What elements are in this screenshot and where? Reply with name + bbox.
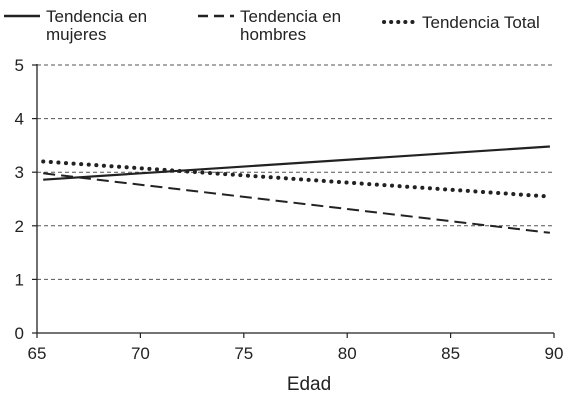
legend-item-mujeres: Tendencia en mujeres <box>2 8 177 44</box>
y-tick-label-0: 0 <box>15 324 24 343</box>
legend-item-hombres: Tendencia en hombres <box>196 8 368 44</box>
series-line-total <box>41 159 548 199</box>
y-tick-label-5: 5 <box>15 56 24 75</box>
legend-label-mujeres: Tendencia en mujeres <box>46 7 148 44</box>
y-tick-label-4: 4 <box>15 110 24 129</box>
legend-label-hombres: Tendencia en hombres <box>240 7 342 44</box>
x-tick-label-80: 80 <box>338 344 357 363</box>
x-tick-labels: 65 70 75 80 85 90 <box>28 344 564 363</box>
y-tick-labels: 0 1 2 3 4 5 <box>15 56 24 343</box>
x-tick-label-65: 65 <box>28 344 47 363</box>
legend-swatch-dashed <box>198 14 234 18</box>
x-tick-label-85: 85 <box>441 344 460 363</box>
x-axis-label: Edad <box>287 374 331 393</box>
series-line-mujeres <box>43 145 550 181</box>
x-tick-label-90: 90 <box>545 344 564 363</box>
series-lines <box>41 145 551 234</box>
legend-swatch-dotted <box>382 20 420 24</box>
chart-legend: Tendencia en mujeres Tendencia en hombre… <box>0 0 566 50</box>
y-tick-label-3: 3 <box>15 163 24 182</box>
legend-swatch-solid <box>4 14 40 18</box>
series-line-hombres <box>43 172 551 234</box>
y-tick-label-1: 1 <box>15 270 24 289</box>
x-tick-label-75: 75 <box>234 344 253 363</box>
y-tick-label-2: 2 <box>15 217 24 236</box>
legend-label-total: Tendencia Total <box>422 13 540 32</box>
x-tick-label-70: 70 <box>131 344 150 363</box>
axes <box>32 64 555 338</box>
gridlines <box>37 64 554 280</box>
legend-item-total: Tendencia Total <box>380 14 566 32</box>
